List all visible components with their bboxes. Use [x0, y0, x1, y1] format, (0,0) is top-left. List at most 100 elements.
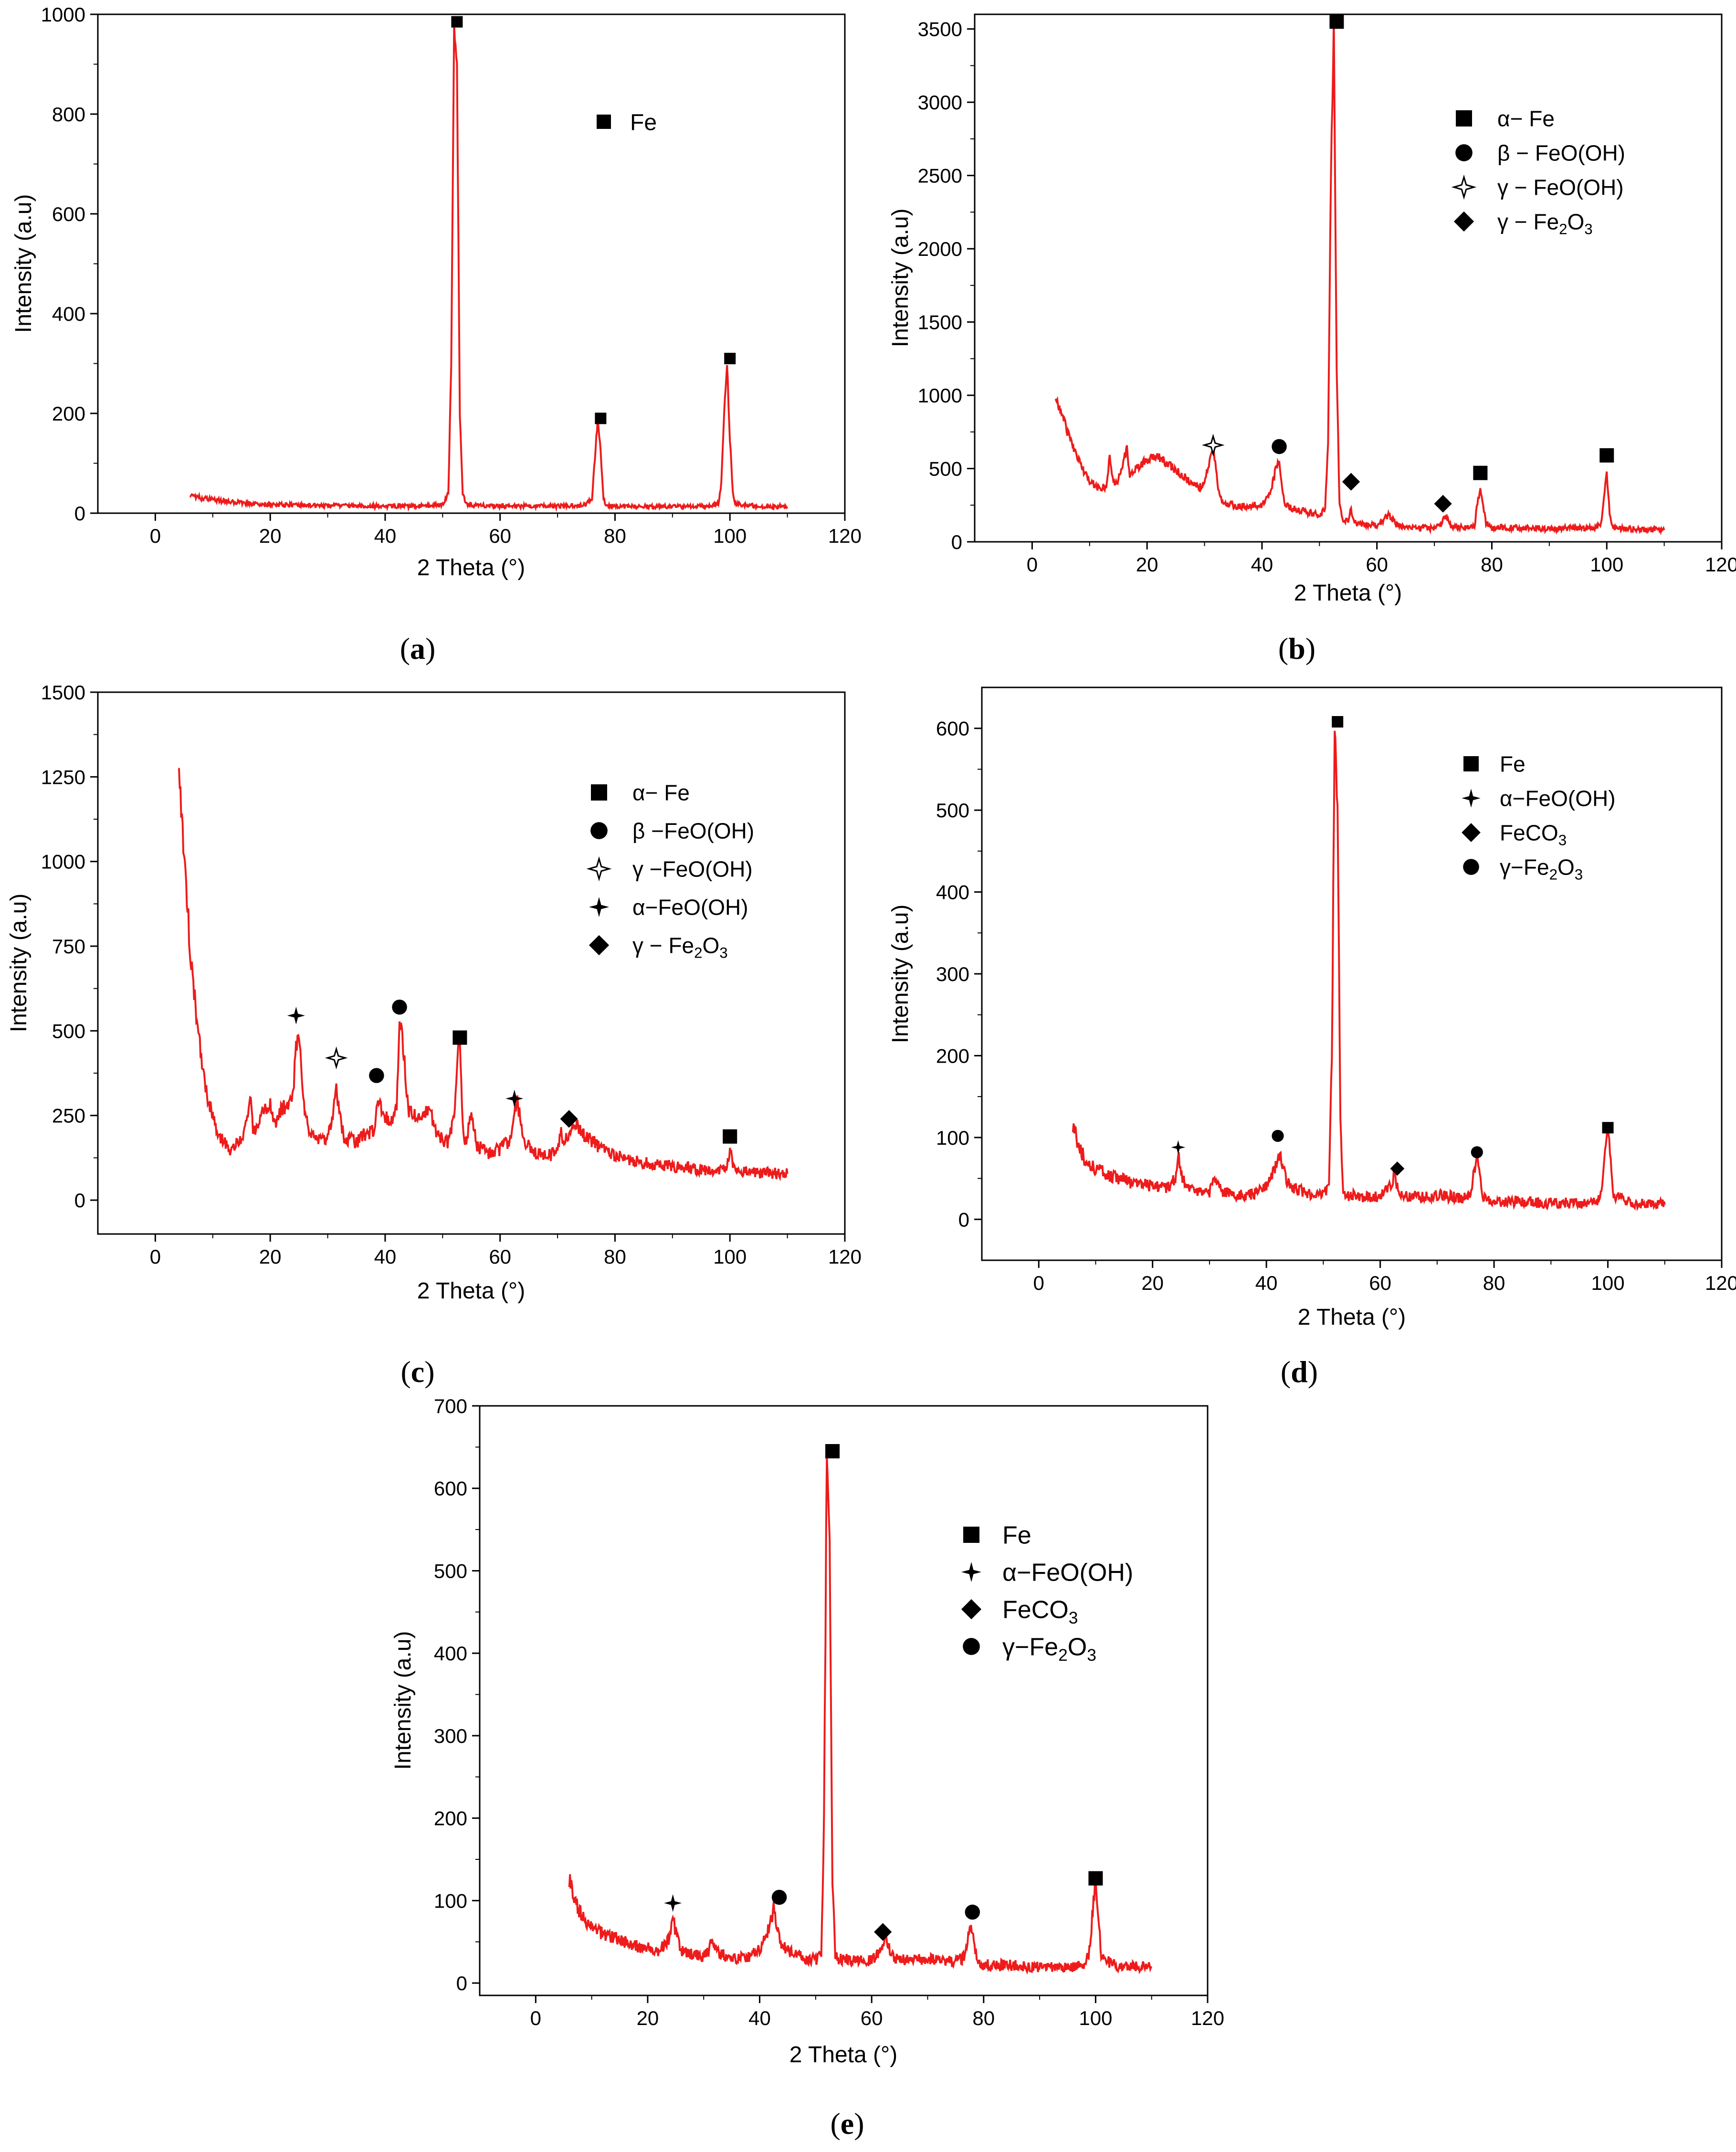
y-tick-label: 1000	[41, 3, 85, 26]
legend-symbol-circle	[963, 1638, 980, 1655]
x-tick-label: 80	[604, 1245, 626, 1268]
y-tick-label: 250	[52, 1105, 85, 1127]
y-axis-label: Intensity (a.u)	[888, 209, 913, 348]
y-tick-label: 1500	[918, 311, 962, 334]
legend-symbol-square	[1463, 756, 1479, 771]
y-tick-label: 1250	[41, 766, 85, 788]
x-tick-label: 100	[1590, 553, 1623, 576]
legend-symbol-square	[963, 1527, 979, 1543]
y-tick-label: 800	[52, 103, 85, 126]
x-tick-label: 120	[1705, 553, 1736, 576]
legend-label: γ − Fe2O3	[1497, 210, 1593, 238]
y-axis-label: Intensity (a.u)	[390, 1631, 416, 1770]
y-tick-label: 500	[936, 799, 969, 822]
plot-frame	[981, 686, 1723, 1261]
legend: α− Fe β − FeO(OH) γ − FeO(OH) γ − Fe2O3	[1451, 106, 1625, 238]
legend: Fe α−FeO(OH) FeCO3 γ−Fe2O3	[1462, 752, 1616, 883]
y-tick-label: 300	[936, 963, 969, 985]
y-tick-label: 100	[936, 1127, 969, 1149]
y-tick-label: 750	[52, 935, 85, 958]
xrd-line	[1072, 730, 1666, 1212]
x-tick-label: 20	[259, 1245, 282, 1268]
peak-marker-cross	[505, 1089, 524, 1108]
y-tick-label: 1000	[41, 851, 85, 873]
y-tick-label: 400	[936, 881, 969, 904]
peak-marker-circle	[369, 1068, 384, 1083]
legend-label: Fe	[1002, 1522, 1031, 1550]
legend-label: α− Fe	[1497, 106, 1555, 131]
x-tick-label: 100	[713, 525, 747, 547]
y-tick-label: 200	[52, 402, 85, 425]
peak-marker-square	[1473, 465, 1488, 480]
y-tick-label: 0	[456, 1972, 467, 1994]
chart-b: 0 20 40 60 80 100 120 0 500 1000 1500 2000 2500 3000 3…	[888, 13, 1736, 665]
plot-frame	[97, 13, 846, 514]
legend: α− Fe β −FeO(OH) γ −FeO(OH) α−FeO(OH) γ − Fe…	[586, 781, 754, 961]
peak-marker-square	[1599, 448, 1614, 463]
legend-label: γ−Fe2O3	[1002, 1634, 1096, 1665]
x-axis-label: 2 Theta (°)	[1298, 1305, 1406, 1330]
peak-marker-square	[724, 353, 736, 365]
y-tick-label: 200	[936, 1044, 969, 1067]
legend: Fe	[597, 110, 657, 135]
x-tick-label: 120	[1191, 2007, 1224, 2029]
legend-label: γ − FeO(OH)	[1497, 175, 1624, 200]
x-tick-label: 60	[1366, 553, 1388, 576]
x-tick-label: 120	[1705, 1272, 1736, 1294]
legend-label: γ − Fe2O3	[632, 933, 728, 961]
y-tick-label: 2500	[918, 165, 962, 187]
peak-marker-square	[723, 1129, 737, 1144]
x-tick-label: 40	[1251, 553, 1273, 576]
panel-caption: (a)	[400, 632, 436, 665]
y-tick-label: 500	[52, 1020, 85, 1042]
x-axis-label: 2 Theta (°)	[789, 2042, 897, 2068]
x-tick-label: 40	[374, 1245, 397, 1268]
panel-caption: (b)	[1278, 632, 1315, 665]
x-tick-label: 60	[489, 525, 511, 547]
y-tick-label: 3000	[918, 91, 962, 114]
y-tick-label: 0	[74, 502, 85, 525]
legend-symbol-circle	[1455, 144, 1473, 161]
legend-symbol-diamond	[961, 1599, 982, 1620]
legend-symbol-diamond	[589, 935, 610, 956]
x-tick-label: 20	[637, 2007, 659, 2029]
y-tick-label: 0	[958, 1208, 969, 1231]
legend-label: FeCO3	[1500, 821, 1567, 849]
legend-symbol-square	[597, 115, 611, 129]
peak-marker-star	[325, 1046, 348, 1070]
legend-label: Fe	[1500, 752, 1526, 777]
peak-marker-circle	[965, 1904, 980, 1920]
y-axis-label: Intensity (a.u)	[6, 894, 32, 1033]
x-tick-label: 100	[1079, 2007, 1112, 2029]
chart-e: 0 20 40 60 80 100 120 0 100 200 300 400 500 600 700 2 …	[390, 1395, 1224, 2141]
y-tick-label: 400	[52, 303, 85, 325]
legend-symbol-diamond	[1453, 211, 1474, 232]
peak-marker-diamond	[874, 1923, 892, 1941]
peak-marker-circle	[1272, 1129, 1284, 1142]
x-tick-label: 0	[1027, 553, 1038, 576]
y-axis-label: Intensity (a.u)	[888, 905, 913, 1044]
peak-marker-circle	[392, 999, 407, 1015]
plot-frame	[974, 13, 1723, 543]
legend-label: β −FeO(OH)	[632, 819, 754, 844]
panel-caption: (e)	[830, 2107, 864, 2141]
x-tick-label: 40	[1255, 1272, 1278, 1294]
panel-caption: (d)	[1281, 1355, 1318, 1389]
y-tick-label: 400	[434, 1642, 467, 1665]
x-tick-label: 40	[374, 525, 397, 547]
y-tick-label: 500	[434, 1560, 467, 1582]
peak-marker-cross	[287, 1006, 305, 1025]
legend-label: Fe	[630, 110, 657, 135]
peak-marker-square	[1088, 1871, 1103, 1886]
x-axis-label: 2 Theta (°)	[417, 1278, 525, 1304]
y-tick-label: 0	[951, 531, 962, 553]
chart-d: 0 20 40 60 80 100 120 0 100 200 300 400 500 600 2 The…	[888, 686, 1736, 1389]
y-tick-label: 1500	[41, 681, 85, 704]
x-tick-label: 80	[604, 525, 626, 547]
legend-symbol-star	[586, 856, 612, 882]
y-tick-label: 600	[936, 717, 969, 740]
peak-marker-cross	[664, 1894, 682, 1912]
xrd-line	[1054, 17, 1665, 536]
peak-marker-star	[1201, 433, 1225, 457]
legend-label: α−FeO(OH)	[1002, 1559, 1133, 1587]
